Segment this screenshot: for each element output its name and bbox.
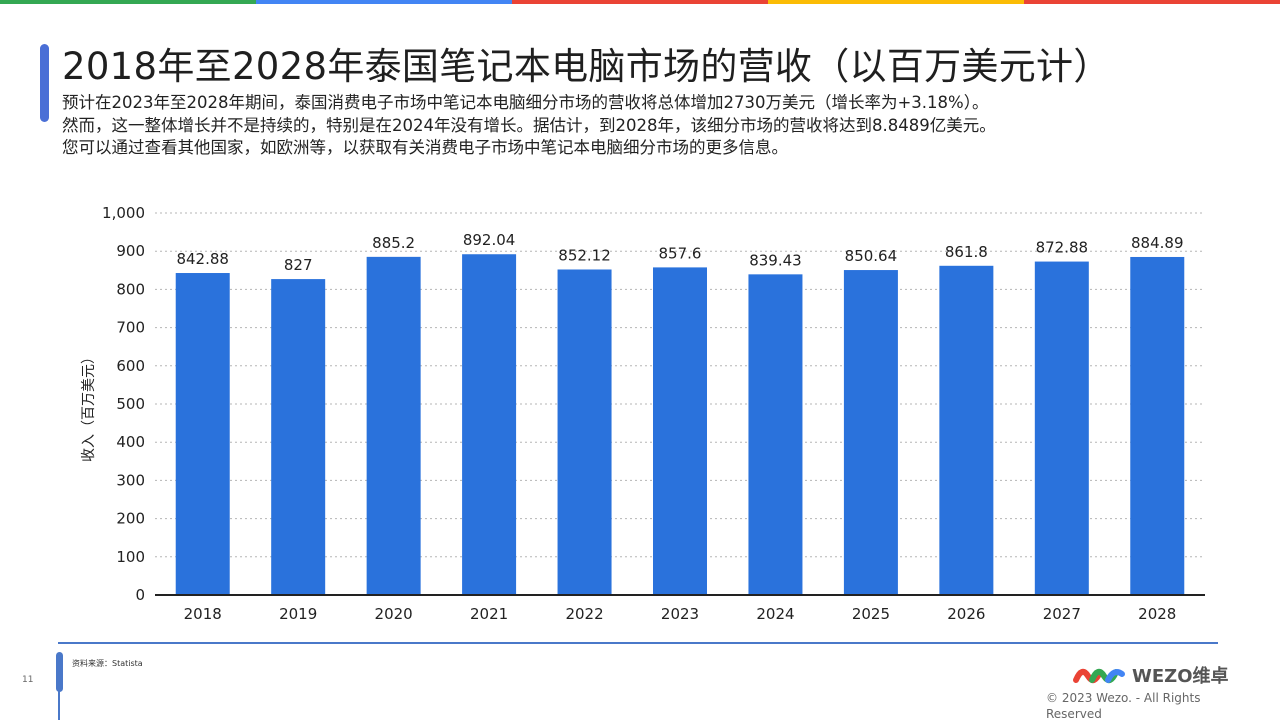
y-axis-label: 收入（百万美元） [81, 350, 97, 462]
bar [366, 256, 421, 595]
data-label: 839.43 [749, 251, 802, 269]
description: 预计在2023年至2028年期间，泰国消费电子市场中笔记本电脑细分市场的营收将总… [62, 92, 1242, 160]
bar [1130, 256, 1185, 595]
bar-chart: 0 100 200 300 400 500 600 700 800 900 1,000 842.88 2… [81, 204, 1205, 623]
y-tick-label: 300 [116, 471, 145, 489]
x-tick-label: 2024 [756, 605, 794, 623]
data-label: 892.04 [463, 231, 516, 249]
x-tick-label: 2026 [947, 605, 985, 623]
y-tick-label: 600 [116, 357, 145, 375]
x-tick-label: 2020 [375, 605, 413, 623]
y-tick-label: 900 [116, 242, 145, 260]
brand-logo: WEZO维卓 [1072, 662, 1229, 688]
data-label: 884.89 [1131, 234, 1184, 252]
y-tick-label: 1,000 [102, 204, 145, 222]
copyright: © 2023 Wezo. - All Rights Reserved [1046, 691, 1201, 721]
top-bar-segment [0, 0, 256, 4]
x-tick-label: 2022 [565, 605, 603, 623]
description-line: 预计在2023年至2028年期间，泰国消费电子市场中笔记本电脑细分市场的营收将总… [62, 93, 989, 112]
source-note: 资料来源：Statista [72, 659, 143, 668]
y-tick-label: 100 [116, 548, 145, 566]
top-color-bar [0, 0, 1280, 4]
x-tick-label: 2025 [852, 605, 890, 623]
data-label: 842.88 [176, 250, 229, 268]
bar [748, 274, 803, 595]
data-label: 852.12 [558, 246, 611, 264]
bar [1034, 261, 1089, 595]
y-tick-label: 400 [116, 433, 145, 451]
y-tick-label: 200 [116, 510, 145, 528]
data-label: 872.88 [1036, 239, 1089, 257]
wezo-logo-icon [1073, 668, 1125, 684]
top-bar-segment [1024, 0, 1280, 4]
data-label: 861.8 [945, 243, 988, 261]
bar [175, 273, 230, 595]
x-tick-label: 2018 [184, 605, 222, 623]
footer-accent-bar [56, 652, 63, 692]
bar [939, 265, 994, 595]
y-tick-label: 500 [116, 395, 145, 413]
top-bar-segment [256, 0, 512, 4]
x-tick-label: 2019 [279, 605, 317, 623]
bar [271, 279, 326, 595]
top-bar-segment [512, 0, 768, 4]
bar [462, 254, 517, 595]
page-number: 11 [22, 675, 34, 685]
bar [843, 270, 898, 595]
page-title: 2018年至2028年泰国笔记本电脑市场的营收（以百万美元计） [62, 45, 1111, 88]
data-label: 857.6 [659, 244, 702, 262]
y-tick-label: 700 [116, 319, 145, 337]
description-line: 然而，这一整体增长并不是持续的，特别是在2024年没有增长。据估计，到2028年… [62, 115, 996, 135]
data-label: 885.2 [372, 234, 415, 252]
bottom-divider [58, 642, 1218, 644]
title-accent-bar [40, 44, 49, 122]
x-tick-label: 2023 [661, 605, 699, 623]
y-tick-label: 0 [135, 586, 145, 604]
logo-text: WEZO维卓 [1132, 666, 1229, 687]
data-label: 850.64 [845, 247, 898, 265]
footer-accent-line [58, 690, 60, 720]
x-tick-label: 2027 [1043, 605, 1081, 623]
description-line: 您可以通过查看其他国家，如欧洲等，以获取有关消费电子市场中笔记本电脑细分市场的更… [62, 138, 788, 157]
top-bar-segment [768, 0, 1024, 4]
x-tick-label: 2021 [470, 605, 508, 623]
x-tick-label: 2028 [1138, 605, 1176, 623]
y-tick-label: 800 [116, 280, 145, 298]
data-label: 827 [284, 256, 313, 274]
bar [557, 269, 612, 595]
bar [653, 267, 707, 595]
